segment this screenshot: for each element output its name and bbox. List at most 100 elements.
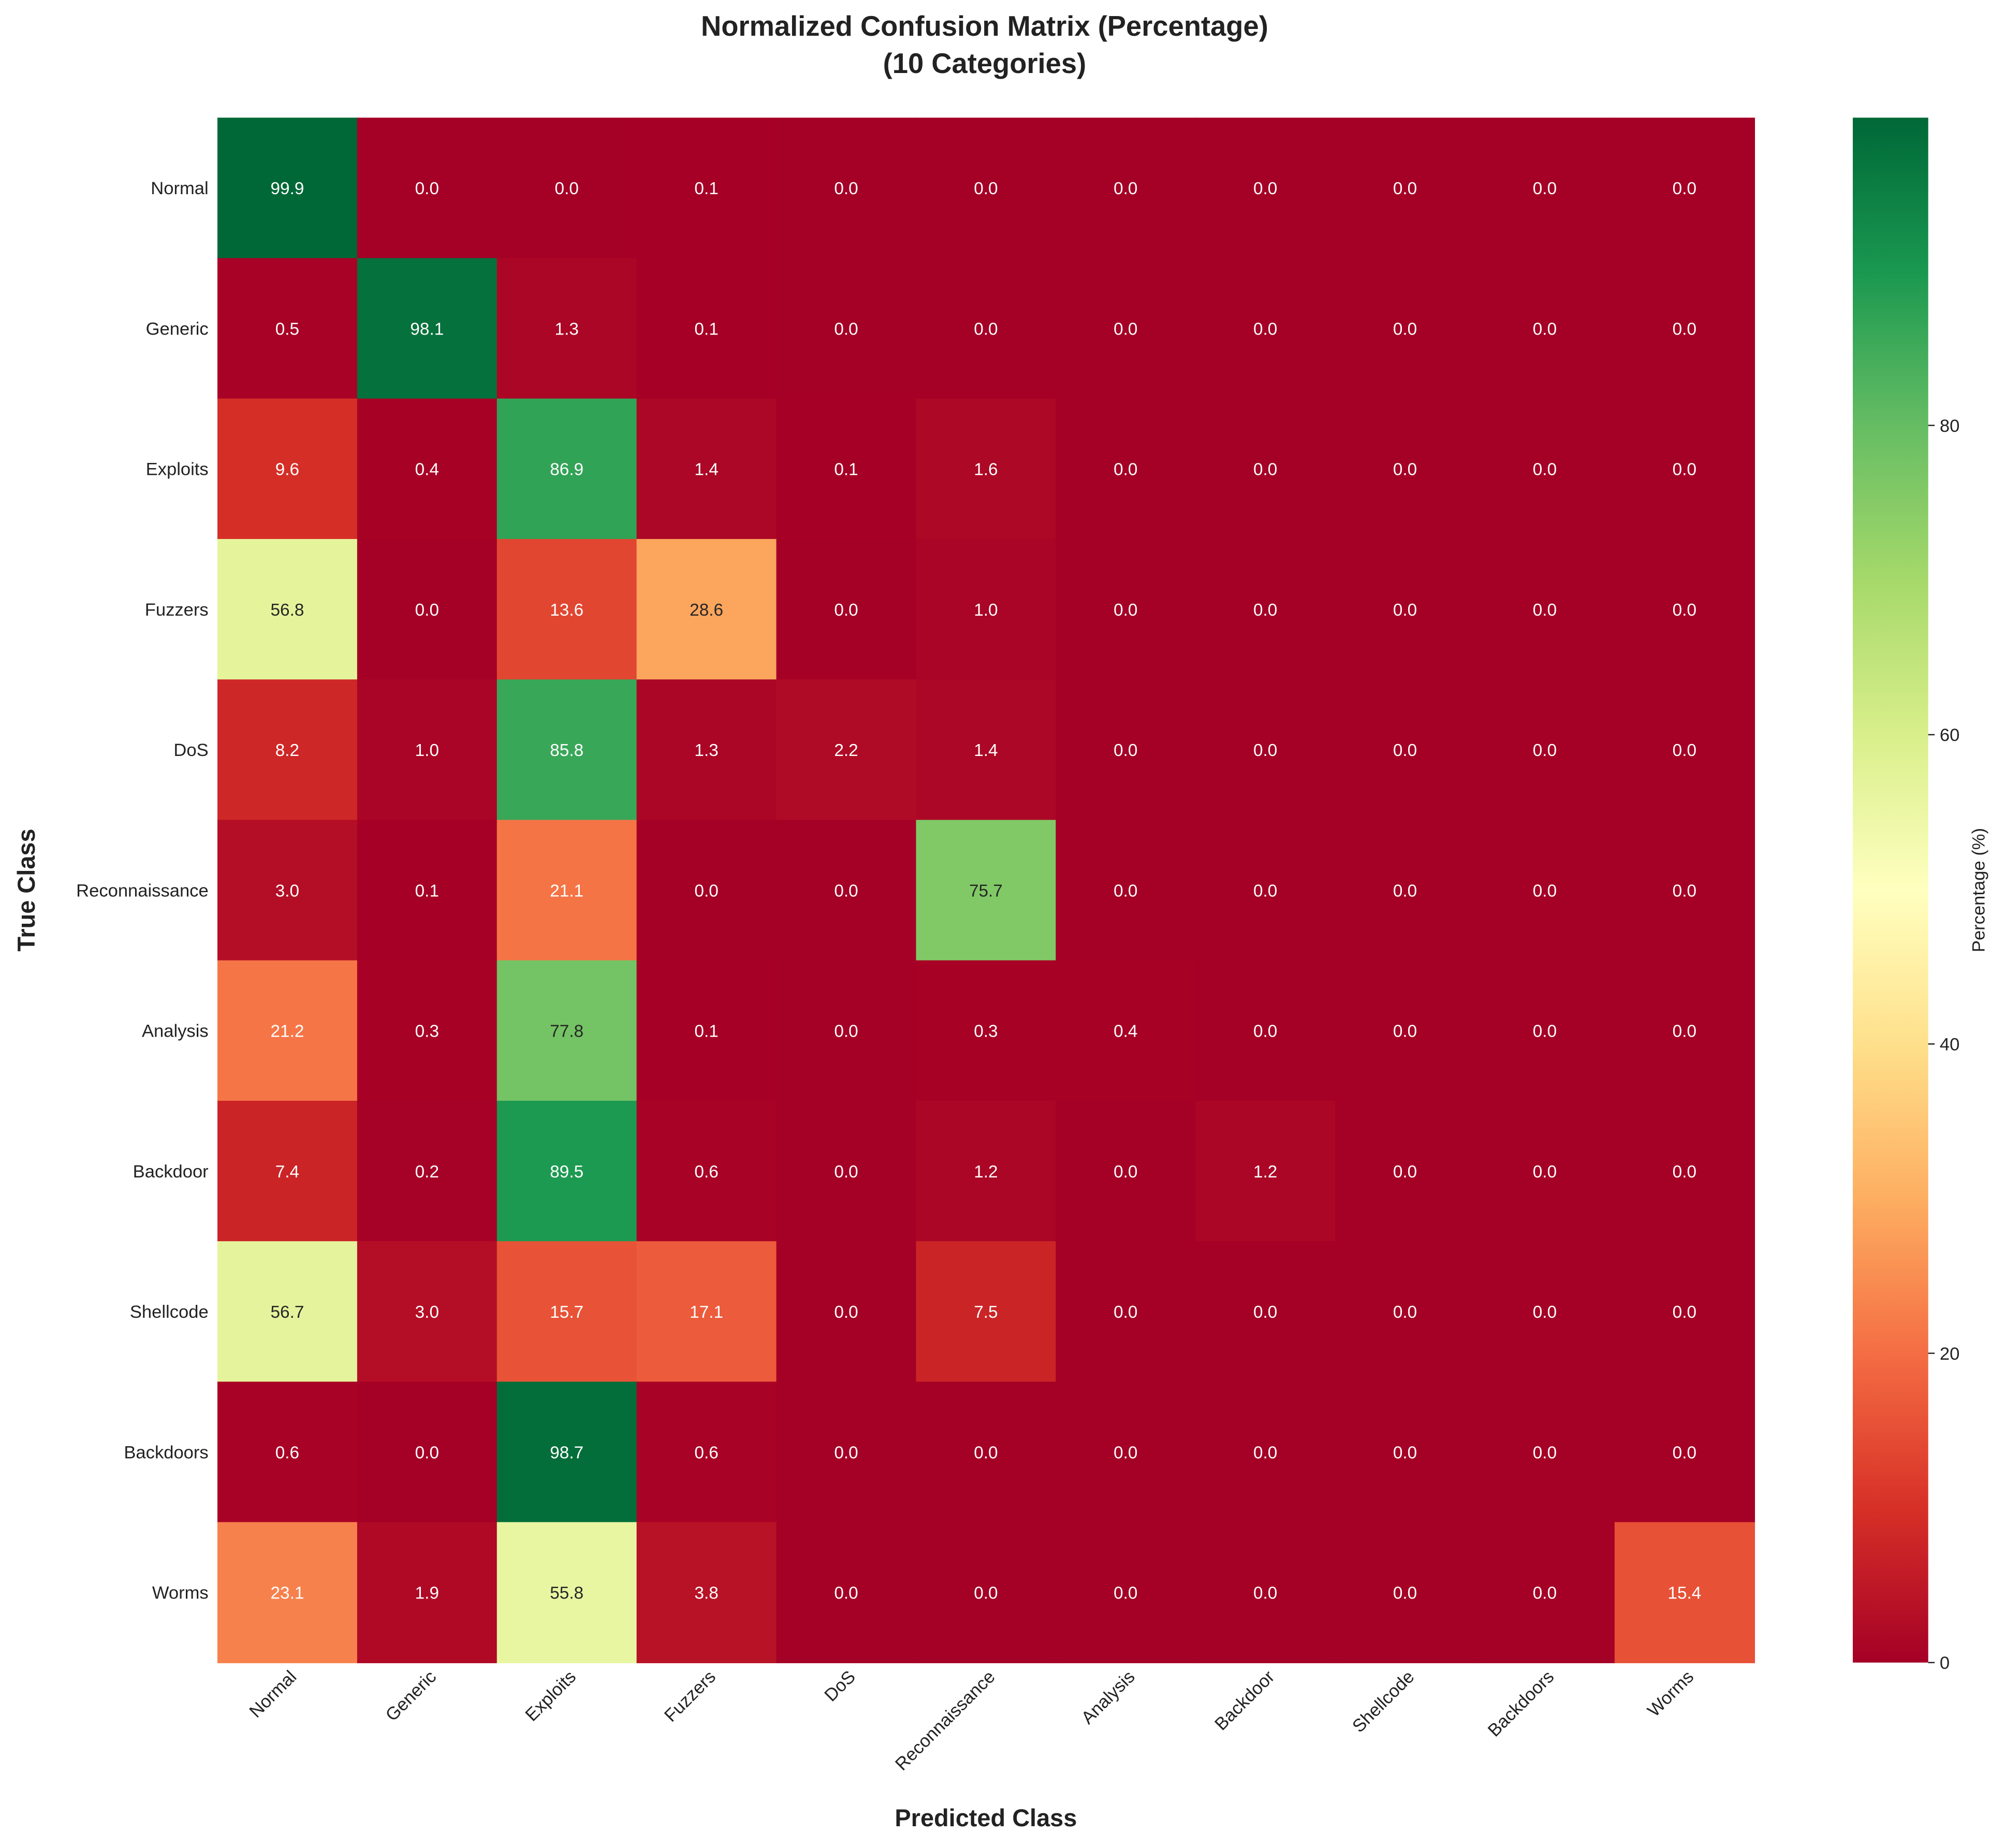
- y-tick-labels: Normal Generic Exploits Fuzzers DoS Reconnais…: [76, 179, 209, 1603]
- heatmap-cell: [217, 398, 358, 540]
- heatmap-cell: [1195, 1241, 1336, 1383]
- heatmap-cell: [916, 118, 1057, 259]
- heatmap-cell: [217, 1241, 358, 1383]
- cell-value-label: 0.0: [1393, 1584, 1417, 1603]
- cell-value-label: 85.8: [550, 741, 583, 760]
- heatmap-cell: [496, 960, 637, 1102]
- x-tick-label: Exploits: [522, 1667, 580, 1725]
- heatmap-cell: [636, 539, 777, 680]
- heatmap-cell: [776, 820, 917, 961]
- cell-value-label: 0.0: [1533, 319, 1557, 339]
- heatmap-cell: [217, 118, 358, 259]
- heatmap-cell: [636, 960, 777, 1102]
- heatmap-cell: [776, 258, 917, 399]
- heatmap-cell: [357, 118, 498, 259]
- cell-value-label: 0.0: [1673, 881, 1696, 900]
- heatmap-cell: [496, 539, 637, 680]
- cell-value-label: 0.3: [415, 1022, 439, 1041]
- heatmap-cell: [217, 1100, 358, 1242]
- cell-value-label: 0.0: [1114, 179, 1137, 198]
- cell-value-label: 0.0: [1393, 319, 1417, 339]
- cell-value-label: 13.6: [550, 601, 583, 620]
- heatmap-cell: [636, 1522, 777, 1664]
- cell-value-label: 0.0: [1253, 1584, 1277, 1603]
- cell-value-label: 0.0: [1533, 1303, 1557, 1322]
- colorbar: [1852, 118, 1928, 1663]
- cell-value-label: 8.2: [275, 741, 299, 760]
- cell-value-label: 21.1: [550, 881, 583, 900]
- heatmap-cell: [1195, 118, 1336, 259]
- cell-value-label: 0.0: [1533, 1584, 1557, 1603]
- heatmap-cell: [636, 258, 777, 399]
- cell-value-label: 0.0: [1253, 460, 1277, 479]
- cell-value-label: 0.4: [415, 460, 439, 479]
- cell-value-label: 0.0: [1253, 881, 1277, 900]
- heatmap-cell: [496, 820, 637, 961]
- cell-value-label: 0.0: [1114, 319, 1137, 339]
- cell-value-label: 0.0: [1114, 601, 1137, 620]
- heatmap-cell: [1335, 539, 1476, 680]
- cell-value-label: 0.0: [555, 179, 579, 198]
- heatmap-cell: [357, 1381, 498, 1523]
- colorbar-ticks: 0 20 40 60 80: [1928, 416, 1959, 1673]
- cell-value-label: 0.0: [974, 319, 998, 339]
- cell-value-label: 1.9: [415, 1584, 439, 1603]
- cell-value-label: 0.0: [1393, 179, 1417, 198]
- colorbar-tick-label: 20: [1940, 1344, 1959, 1364]
- heatmap-cell: [776, 118, 917, 259]
- cell-value-label: 77.8: [550, 1022, 583, 1041]
- colorbar-tick-label: 40: [1940, 1035, 1959, 1055]
- cell-value-label: 0.0: [1253, 601, 1277, 620]
- heatmap-cell: [1056, 1100, 1196, 1242]
- heatmap-cell: [1056, 1381, 1196, 1523]
- heatmap-cell: [776, 960, 917, 1102]
- cell-value-label: 7.4: [275, 1162, 299, 1182]
- heatmap-cell: [1195, 679, 1336, 821]
- heatmap-cell: [1335, 398, 1476, 540]
- cell-value-label: 0.0: [1673, 601, 1696, 620]
- cell-value-label: 0.6: [694, 1162, 718, 1182]
- cell-value-label: 0.0: [1533, 741, 1557, 760]
- cell-value-label: 0.0: [1673, 1443, 1696, 1462]
- chart-subtitle: (10 Categories): [883, 48, 1087, 79]
- heatmap-cell: [1056, 1522, 1196, 1664]
- cell-value-label: 0.0: [834, 1584, 858, 1603]
- heatmap-cell: [1614, 118, 1755, 259]
- cell-value-label: 0.0: [1673, 1022, 1696, 1041]
- heatmap-cell: [776, 1381, 917, 1523]
- heatmap-cell: [357, 539, 498, 680]
- heatmap-cell: [496, 1522, 637, 1664]
- heatmap-cell: [1195, 820, 1336, 961]
- cell-value-label: 56.7: [270, 1303, 304, 1322]
- cell-value-label: 0.0: [1533, 1022, 1557, 1041]
- y-tick-label: Shellcode: [130, 1302, 209, 1322]
- y-tick-label: Fuzzers: [145, 600, 209, 620]
- heatmap-cell: [1195, 539, 1336, 680]
- heatmap-cell: [916, 1100, 1057, 1242]
- cell-value-label: 75.7: [969, 881, 1003, 900]
- cell-value-label: 1.6: [974, 460, 998, 479]
- cell-value-label: 0.1: [694, 319, 718, 339]
- heatmap-cell: [1475, 1381, 1616, 1523]
- cell-value-label: 0.0: [694, 881, 718, 900]
- colorbar-tick-label: 80: [1940, 416, 1959, 436]
- heatmap-cell: [636, 1100, 777, 1242]
- cell-value-label: 0.0: [974, 179, 998, 198]
- cell-value-label: 98.1: [410, 319, 444, 339]
- heatmap-cell: [1056, 960, 1196, 1102]
- cell-value-label: 0.0: [1393, 1443, 1417, 1462]
- heatmap-cell: [1614, 820, 1755, 961]
- y-axis-label: True Class: [13, 828, 40, 951]
- cell-value-label: 0.0: [1393, 460, 1417, 479]
- heatmap-cell: [357, 1241, 498, 1383]
- heatmap-cell: [916, 258, 1057, 399]
- cell-value-label: 0.0: [1533, 1162, 1557, 1182]
- y-tick-label: Exploits: [146, 460, 209, 479]
- heatmap-cell: [1335, 1241, 1476, 1383]
- heatmap-cell: [636, 1241, 777, 1383]
- heatmap-cell: [1056, 539, 1196, 680]
- cell-value-label: 1.4: [974, 741, 998, 760]
- heatmap-cell: [1614, 1381, 1755, 1523]
- heatmap-cell: [357, 258, 498, 399]
- heatmap-cell: [1195, 398, 1336, 540]
